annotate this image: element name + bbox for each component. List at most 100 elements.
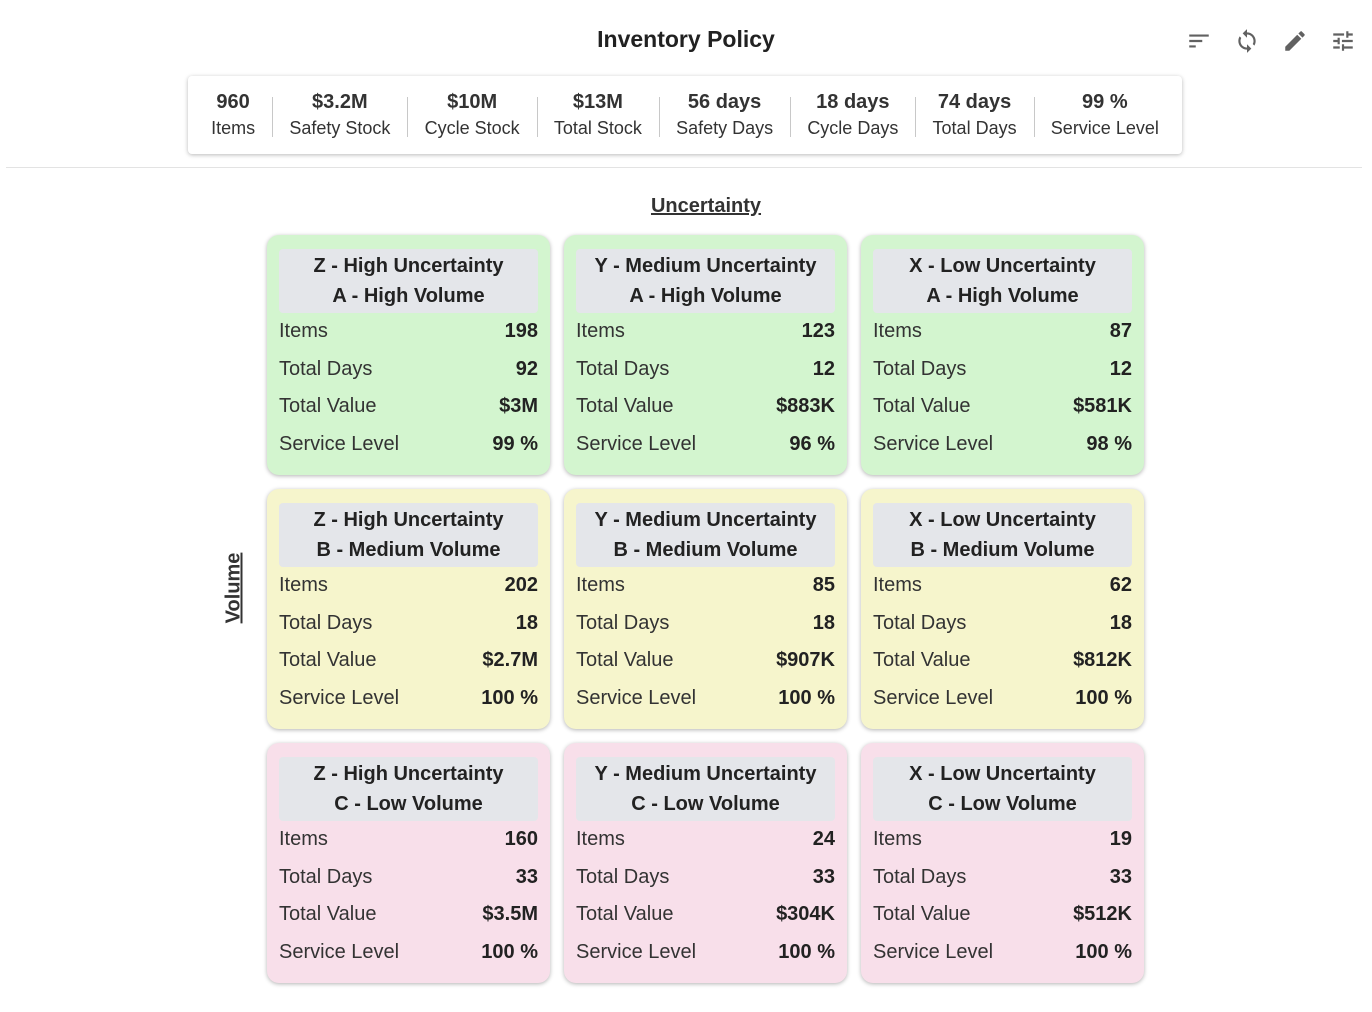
metric-value: 62 xyxy=(1109,574,1132,597)
uncertainty-class: Y - Medium Uncertainty xyxy=(594,763,817,785)
matrix-cell-xc[interactable]: X - Low Uncertainty C - Low Volume Items… xyxy=(861,743,1144,983)
metric-total-days: Total Days 33 xyxy=(576,859,835,897)
refresh-button[interactable] xyxy=(1232,26,1262,56)
metric-label: Total Value xyxy=(576,395,674,418)
kpi-label: Total Days xyxy=(932,118,1017,138)
cell-header: Y - Medium Uncertainty C - Low Volume xyxy=(576,757,835,821)
metric-value: 100 % xyxy=(778,686,835,709)
uncertainty-class: Y - Medium Uncertainty xyxy=(594,255,817,277)
edit-icon xyxy=(1285,31,1305,51)
edit-button[interactable] xyxy=(1280,26,1310,56)
metric-service-level: Service Level 99 % xyxy=(279,426,538,464)
uncertainty-class: X - Low Uncertainty xyxy=(909,763,1096,785)
metric-value: 198 xyxy=(504,320,538,343)
metric-value: 123 xyxy=(801,320,835,343)
metric-label: Total Value xyxy=(279,395,377,418)
metric-label: Items xyxy=(576,320,625,343)
metric-label: Items xyxy=(279,320,328,343)
metric-value: 18 xyxy=(515,611,538,634)
metric-total-days: Total Days 18 xyxy=(279,605,538,643)
metric-total-days: Total Days 12 xyxy=(576,351,835,389)
cell-header: X - Low Uncertainty A - High Volume xyxy=(873,249,1132,313)
metric-total-days: Total Days 33 xyxy=(279,859,538,897)
metric-label: Items xyxy=(576,574,625,597)
kpi-value: $3.2M xyxy=(312,91,368,113)
uncertainty-class: Y - Medium Uncertainty xyxy=(594,509,817,531)
kpi-label: Safety Stock xyxy=(289,118,391,138)
metric-value: 85 xyxy=(812,574,835,597)
metric-label: Total Value xyxy=(873,395,971,418)
metric-total-value: Total Value $3.5M xyxy=(279,896,538,934)
cell-header: X - Low Uncertainty C - Low Volume xyxy=(873,757,1132,821)
metric-label: Total Value xyxy=(873,903,971,926)
metric-label: Total Value xyxy=(873,649,971,672)
matrix-cell-yc[interactable]: Y - Medium Uncertainty C - Low Volume It… xyxy=(564,743,847,983)
volume-class: C - Low Volume xyxy=(928,793,1077,815)
uncertainty-class: Z - High Uncertainty xyxy=(313,255,504,277)
metric-total-value: Total Value $2.7M xyxy=(279,642,538,680)
kpi-value: 56 days xyxy=(687,91,762,113)
matrix-cell-zc[interactable]: Z - High Uncertainty C - Low Volume Item… xyxy=(267,743,550,983)
metric-items: Items 85 xyxy=(576,567,835,605)
tune-button[interactable] xyxy=(1328,26,1358,56)
kpi-value: 960 xyxy=(216,91,250,113)
matrix-cell-yb[interactable]: Y - Medium Uncertainty B - Medium Volume… xyxy=(564,489,847,729)
kpi-value: $13M xyxy=(572,91,623,113)
metric-value: $581K xyxy=(1073,395,1132,418)
toolbar xyxy=(1184,26,1358,56)
sort-button[interactable] xyxy=(1184,26,1214,56)
volume-class: A - High Volume xyxy=(629,285,782,307)
metric-value: $304K xyxy=(776,903,835,926)
matrix-cell-ya[interactable]: Y - Medium Uncertainty A - High Volume I… xyxy=(564,235,847,475)
matrix-cell-za[interactable]: Z - High Uncertainty A - High Volume Ite… xyxy=(267,235,550,475)
metric-total-days: Total Days 12 xyxy=(873,351,1132,389)
metric-label: Total Days xyxy=(279,611,373,634)
metric-service-level: Service Level 100 % xyxy=(873,680,1132,718)
kpi-items: 960 Items xyxy=(194,89,272,141)
kpi-cycle-stock: $10M Cycle Stock xyxy=(407,89,536,141)
metric-label: Total Days xyxy=(279,357,373,380)
cell-header: Z - High Uncertainty A - High Volume xyxy=(279,249,538,313)
metric-value: 202 xyxy=(504,574,538,597)
uncertainty-class: Z - High Uncertainty xyxy=(313,763,504,785)
cell-header: X - Low Uncertainty B - Medium Volume xyxy=(873,503,1132,567)
metric-items: Items 202 xyxy=(279,567,538,605)
matrix-cell-xb[interactable]: X - Low Uncertainty B - Medium Volume It… xyxy=(861,489,1144,729)
tune-icon xyxy=(1333,31,1353,51)
metric-value: 33 xyxy=(1109,865,1132,888)
metric-label: Total Value xyxy=(279,903,377,926)
metric-items: Items 198 xyxy=(279,313,538,351)
metric-total-value: Total Value $304K xyxy=(576,896,835,934)
metric-label: Service Level xyxy=(873,686,994,709)
metric-items: Items 160 xyxy=(279,821,538,859)
metric-label: Service Level xyxy=(576,686,697,709)
metric-label: Total Days xyxy=(576,357,670,380)
metric-value: $2.7M xyxy=(482,649,538,672)
metric-service-level: Service Level 96 % xyxy=(576,426,835,464)
metric-label: Total Days xyxy=(873,357,967,380)
metric-total-value: Total Value $883K xyxy=(576,388,835,426)
metric-value: 19 xyxy=(1109,828,1132,851)
metric-service-level: Service Level 100 % xyxy=(873,934,1132,972)
metric-label: Total Value xyxy=(279,649,377,672)
metric-value: 98 % xyxy=(1086,432,1132,455)
kpi-safety-days: 56 days Safety Days xyxy=(658,89,790,141)
volume-class: C - Low Volume xyxy=(631,793,780,815)
matrix-cell-zb[interactable]: Z - High Uncertainty B - Medium Volume I… xyxy=(267,489,550,729)
metric-total-value: Total Value $512K xyxy=(873,896,1132,934)
metric-value: 18 xyxy=(812,611,835,634)
uncertainty-axis-label: Uncertainty xyxy=(650,195,762,217)
matrix-cell-xa[interactable]: X - Low Uncertainty A - High Volume Item… xyxy=(861,235,1144,475)
metric-value: 33 xyxy=(515,865,538,888)
kpi-cycle-days: 18 days Cycle Days xyxy=(790,89,915,141)
header-divider xyxy=(6,167,1362,168)
metric-value: 12 xyxy=(1109,357,1132,380)
metric-total-value: Total Value $812K xyxy=(873,642,1132,680)
volume-class: B - Medium Volume xyxy=(613,539,798,561)
metric-label: Items xyxy=(873,828,922,851)
metric-label: Items xyxy=(873,574,922,597)
kpi-value: 74 days xyxy=(937,91,1012,113)
metric-value: 18 xyxy=(1109,611,1132,634)
metric-service-level: Service Level 100 % xyxy=(279,934,538,972)
metric-value: 100 % xyxy=(481,686,538,709)
